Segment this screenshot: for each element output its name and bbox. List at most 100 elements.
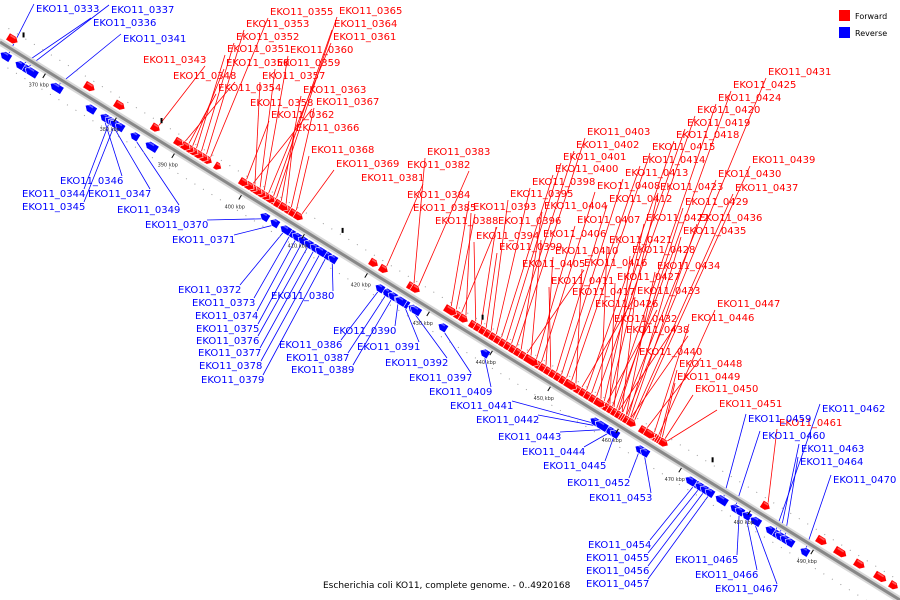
gene-label[interactable]: EKO11_0406 — [543, 229, 606, 240]
forward-gene-EKO11_0362[interactable] — [237, 176, 251, 189]
gene-label[interactable]: EKO11_0427 — [617, 272, 680, 283]
gene-label[interactable]: EKO11_0382 — [407, 160, 470, 171]
reverse-gene-block[interactable] — [83, 102, 98, 116]
gene-label[interactable]: EKO11_0412 — [609, 194, 672, 205]
forward-gene-block[interactable] — [642, 427, 657, 441]
forward-gene-block[interactable] — [562, 377, 579, 392]
reverse-gene-EKO11_0336[interactable] — [13, 59, 27, 72]
gene-label[interactable]: EKO11_0390 — [333, 326, 396, 337]
gene-label[interactable]: EKO11_0431 — [768, 67, 831, 78]
forward-gene-EKO11_0366[interactable] — [277, 200, 291, 213]
gene-label[interactable]: EKO11_0457 — [586, 579, 649, 590]
reverse-gene-EKO11_0371[interactable] — [268, 217, 282, 230]
forward-gene-EKO11_0381[interactable] — [377, 262, 391, 275]
reverse-gene-block[interactable] — [23, 65, 40, 80]
gene-label[interactable]: EKO11_0341 — [123, 34, 186, 45]
gene-label[interactable]: EKO11_0433 — [637, 286, 700, 297]
gene-label[interactable]: EKO11_0351 — [227, 44, 290, 55]
reverse-gene-block[interactable] — [0, 49, 13, 63]
gene-label[interactable]: EKO11_0387 — [286, 353, 349, 364]
reverse-gene-block[interactable] — [713, 493, 730, 508]
gene-label[interactable]: EKO11_0385 — [413, 203, 476, 214]
gene-label[interactable]: EKO11_0409 — [429, 387, 492, 398]
gene-label[interactable]: EKO11_0417 — [572, 287, 635, 298]
reverse-gene-block[interactable] — [683, 474, 698, 488]
reverse-gene-block[interactable] — [783, 536, 797, 549]
gene-label[interactable]: EKO11_0393 — [473, 202, 536, 213]
gene-label[interactable]: EKO11_0355 — [270, 7, 333, 18]
gene-label[interactable]: EKO11_0350 — [226, 58, 289, 69]
reverse-gene-block[interactable] — [48, 80, 65, 95]
gene-label[interactable]: EKO11_0337 — [111, 5, 174, 16]
gene-label[interactable]: EKO11_0446 — [691, 313, 754, 324]
forward-gene-block[interactable] — [367, 256, 381, 269]
gene-label[interactable]: EKO11_0410 — [555, 246, 618, 257]
gene-label[interactable]: EKO11_0408 — [597, 181, 660, 192]
gene-label[interactable]: EKO11_0389 — [291, 365, 354, 376]
gene-label[interactable]: EKO11_0460 — [762, 431, 825, 442]
gene-label[interactable]: EKO11_0463 — [801, 444, 864, 455]
gene-label[interactable]: EKO11_0391 — [357, 342, 420, 353]
gene-label[interactable]: EKO11_0399 — [499, 242, 562, 253]
gene-label[interactable]: EKO11_0440 — [639, 347, 702, 358]
gene-label[interactable]: EKO11_0386 — [279, 340, 342, 351]
forward-gene-block[interactable] — [592, 396, 607, 410]
gene-label[interactable]: EKO11_0346 — [60, 176, 123, 187]
gene-label[interactable]: EKO11_0470 — [833, 475, 896, 486]
gene-label[interactable]: EKO11_0352 — [236, 32, 299, 43]
forward-gene-EKO11_0369[interactable] — [292, 210, 306, 223]
reverse-gene-EKO11_0349[interactable] — [128, 130, 142, 143]
forward-gene-EKO11_0382[interactable] — [409, 282, 423, 295]
gene-label[interactable]: EKO11_0381 — [361, 173, 424, 184]
gene-label[interactable]: EKO11_0345 — [22, 202, 85, 213]
gene-label[interactable]: EKO11_0363 — [303, 85, 366, 96]
forward-gene-block[interactable] — [872, 569, 889, 584]
gene-label[interactable]: EKO11_0359 — [277, 58, 340, 69]
gene-label[interactable]: EKO11_0415 — [652, 142, 715, 153]
gene-label[interactable]: EKO11_0407 — [577, 215, 640, 226]
gene-label[interactable]: EKO11_0358 — [250, 98, 313, 109]
gene-label[interactable]: EKO11_0360 — [290, 45, 353, 56]
forward-gene-block[interactable] — [522, 352, 541, 368]
gene-label[interactable]: EKO11_0411 — [551, 276, 614, 287]
gene-label[interactable]: EKO11_0465 — [675, 555, 738, 566]
gene-label[interactable]: EKO11_0367 — [316, 97, 379, 108]
gene-label[interactable]: EKO11_0348 — [173, 71, 236, 82]
reverse-gene-EKO11_0376[interactable] — [302, 238, 316, 251]
reverse-gene-block[interactable] — [143, 139, 160, 154]
gene-label[interactable]: EKO11_0395 — [510, 189, 573, 200]
reverse-gene-EKO11_0453[interactable] — [638, 446, 652, 459]
reverse-gene-EKO11_0465[interactable] — [733, 505, 747, 518]
forward-gene-EKO11_0354[interactable] — [179, 140, 193, 153]
gene-label[interactable]: EKO11_0349 — [117, 205, 180, 216]
gene-label[interactable]: EKO11_0466 — [695, 570, 758, 581]
gene-label[interactable]: EKO11_0344 — [22, 189, 85, 200]
forward-gene-block[interactable] — [832, 545, 849, 560]
gene-label[interactable]: EKO11_0384 — [407, 190, 470, 201]
gene-label[interactable]: EKO11_0435 — [683, 226, 746, 237]
gene-label[interactable]: EKO11_0451 — [719, 399, 782, 410]
gene-label[interactable]: EKO11_0464 — [800, 457, 863, 468]
forward-gene-block[interactable] — [5, 32, 20, 46]
gene-label[interactable]: EKO11_0403 — [587, 127, 650, 138]
gene-label[interactable]: EKO11_0413 — [625, 168, 688, 179]
reverse-gene-EKO11_0374[interactable] — [290, 230, 304, 243]
gene-label[interactable]: EKO11_0396 — [498, 216, 561, 227]
gene-label[interactable]: EKO11_0448 — [679, 359, 742, 370]
reverse-gene-block[interactable] — [373, 282, 387, 295]
forward-gene-block[interactable] — [814, 533, 829, 547]
gene-label[interactable]: EKO11_0418 — [676, 130, 739, 141]
gene-label[interactable]: EKO11_0420 — [697, 105, 760, 116]
gene-label[interactable]: EKO11_0424 — [718, 93, 781, 104]
forward-gene-EKO11_0393[interactable] — [457, 312, 471, 325]
gene-label[interactable]: EKO11_0336 — [93, 18, 156, 29]
gene-label[interactable]: EKO11_0370 — [145, 220, 208, 231]
gene-label[interactable]: EKO11_0369 — [336, 159, 399, 170]
reverse-gene-EKO11_0409[interactable] — [478, 347, 492, 360]
gene-label[interactable]: EKO11_0371 — [172, 235, 235, 246]
reverse-gene-EKO11_0457[interactable] — [703, 486, 717, 499]
gene-label[interactable]: EKO11_0429 — [685, 197, 748, 208]
gene-label[interactable]: EKO11_0430 — [718, 169, 781, 180]
gene-label[interactable]: EKO11_0455 — [586, 553, 649, 564]
forward-gene-EKO11_0439[interactable] — [625, 416, 639, 429]
